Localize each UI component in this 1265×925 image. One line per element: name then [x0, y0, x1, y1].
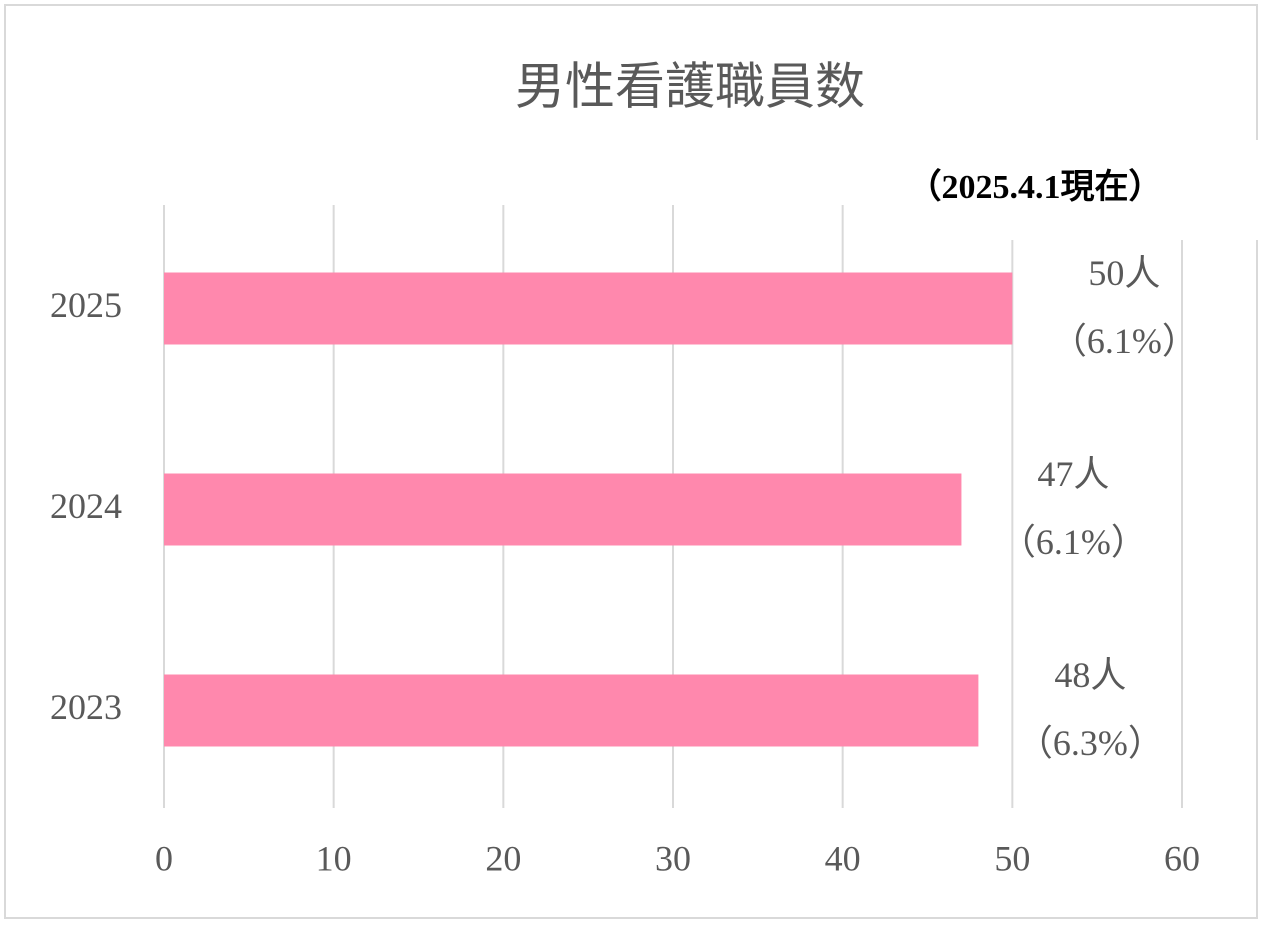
bar	[164, 272, 1013, 345]
x-tick-label: 40	[825, 838, 861, 878]
share-label: （6.1%）	[1000, 522, 1147, 562]
value-label: 47人	[1037, 454, 1109, 494]
x-tick-label: 20	[485, 838, 521, 878]
y-tick-label: 2025	[50, 285, 122, 325]
share-label: （6.1%）	[1051, 321, 1198, 361]
value-label: 50人	[1088, 253, 1160, 293]
annotation-box	[880, 140, 1260, 240]
x-tick-label: 60	[1164, 838, 1200, 878]
value-label: 48人	[1054, 655, 1126, 695]
x-tick-label: 0	[155, 838, 173, 878]
x-tick-label: 50	[994, 838, 1030, 878]
chart-title: 男性看護職員数	[515, 58, 865, 114]
x-tick-label: 30	[655, 838, 691, 878]
share-label: （6.3%）	[1017, 723, 1164, 763]
x-tick-label: 10	[316, 838, 352, 878]
bar	[164, 674, 979, 747]
y-tick-label: 2023	[50, 687, 122, 727]
annotation: （2025.4.1現在）	[908, 167, 1163, 206]
bar	[164, 473, 962, 546]
y-tick-label: 2024	[50, 486, 122, 526]
